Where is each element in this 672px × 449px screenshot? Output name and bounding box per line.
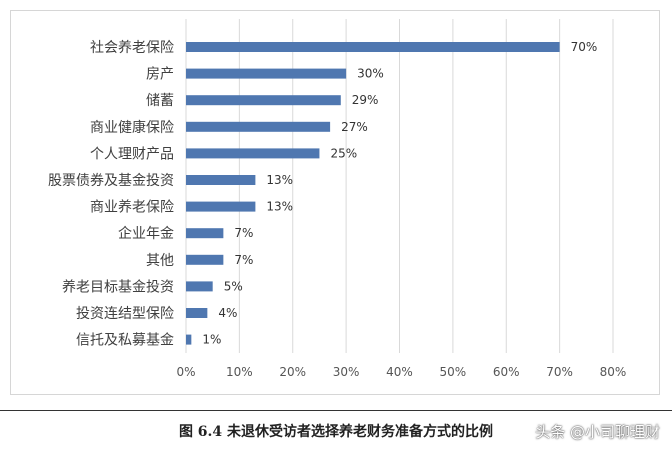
value-label: 13% <box>266 173 293 187</box>
category-label: 个人理财产品 <box>90 146 174 162</box>
category-label: 信托及私募基金 <box>76 332 174 349</box>
bar-chart: 社会养老保险房产储蓄商业健康保险个人理财产品股票债券及基金投资商业养老保险企业年… <box>48 19 626 379</box>
category-label: 房产 <box>146 67 174 83</box>
category-label: 养老目标基金投资 <box>62 278 174 295</box>
value-label: 29% <box>352 93 379 107</box>
bars <box>186 42 560 345</box>
bar <box>186 281 213 292</box>
category-label: 投资连结型保险 <box>76 306 174 322</box>
chart-frame: 社会养老保险房产储蓄商业健康保险 个人理财产品股票债券及基金投资商业养老保险企业年… <box>10 10 660 395</box>
bar <box>186 148 320 159</box>
value-label: 25% <box>330 146 357 160</box>
x-tick-label: 30% <box>333 365 360 379</box>
value-label: 13% <box>266 200 293 214</box>
value-label: 27% <box>341 120 368 134</box>
value-label: 7% <box>234 226 253 240</box>
bar <box>186 121 331 132</box>
bar <box>186 201 256 212</box>
value-label: 5% <box>224 279 243 293</box>
value-label: 30% <box>357 67 384 81</box>
category-label: 其他 <box>146 253 174 269</box>
value-label: 70% <box>571 40 598 54</box>
x-tick-label: 20% <box>279 365 306 379</box>
category-label: 社会养老保险 <box>90 40 174 56</box>
figure-caption: 图 6.4 未退休受访者选择养老财务准备方式的比例 <box>178 424 494 440</box>
category-labels: 社会养老保险房产储蓄商业健康保险个人理财产品股票债券及基金投资商业养老保险企业年… <box>48 40 174 349</box>
x-tick-labels: 0% 10% 20% 30% 40% 50% 60% 70% 80% <box>176 365 626 379</box>
value-label: 4% <box>218 306 237 320</box>
bar <box>186 95 341 106</box>
bar <box>186 334 192 345</box>
bar <box>186 68 347 79</box>
value-label: 1% <box>202 333 221 347</box>
category-label: 企业年金 <box>118 225 174 242</box>
x-tick-label: 40% <box>386 365 413 379</box>
value-labels: 70% 30% 29% 27% 25% 13% 13% 7% 7% 5% 4% 1% <box>202 40 597 347</box>
category-label: 商业健康保险 <box>90 119 174 136</box>
x-tick-label: 50% <box>440 365 467 379</box>
x-tick-label: 10% <box>226 365 253 379</box>
x-tick-label: 0% <box>176 365 195 379</box>
watermark: 头条 @小司聊理财 <box>535 423 660 441</box>
bar <box>186 228 224 239</box>
category-label: 股票债券及基金投资 <box>48 172 174 189</box>
x-tick-label: 60% <box>493 365 520 379</box>
category-label: 储蓄 <box>146 93 174 109</box>
caption-divider <box>0 410 672 411</box>
bar <box>186 254 224 265</box>
x-tick-label: 70% <box>546 365 573 379</box>
x-tick-label: 80% <box>600 365 627 379</box>
bar <box>186 175 256 185</box>
bar <box>186 308 208 318</box>
value-label: 7% <box>234 253 253 267</box>
bar <box>186 42 560 52</box>
category-label: 商业养老保险 <box>90 200 174 216</box>
